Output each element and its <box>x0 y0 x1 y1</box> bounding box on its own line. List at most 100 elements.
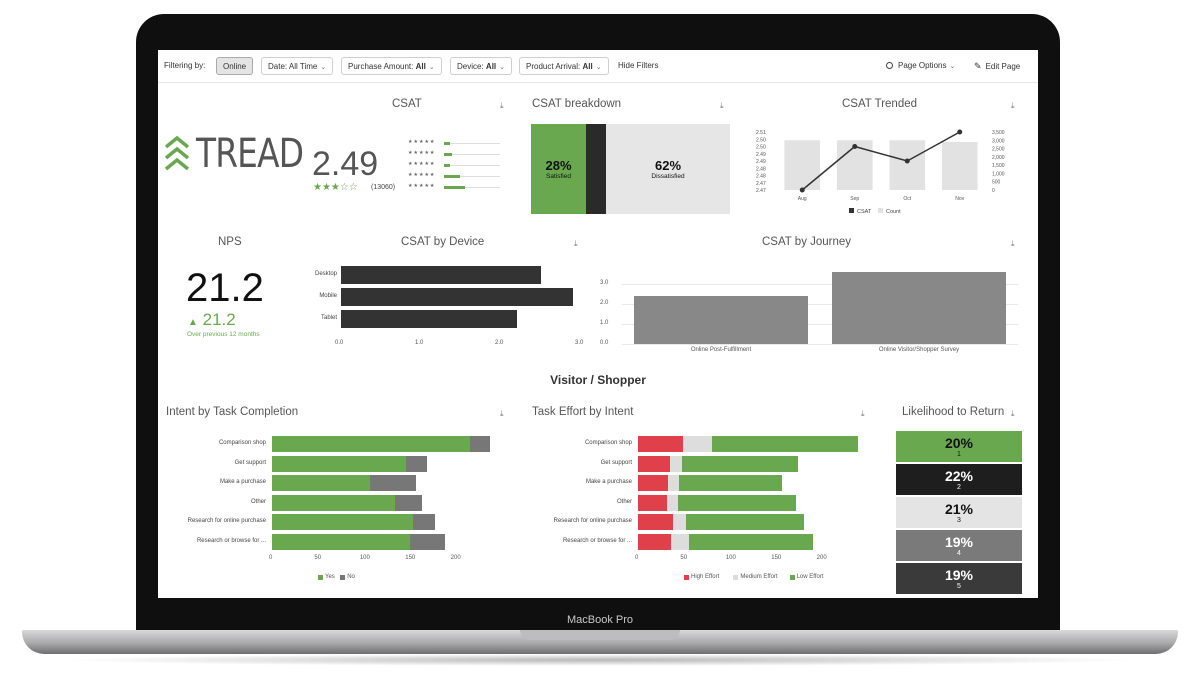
effort-label: Research or browse for ... <box>562 537 632 544</box>
dissatisfied-label: Dissatisfied <box>651 173 685 180</box>
intent-label: Other <box>250 498 266 505</box>
download-icon[interactable]: ⤓ <box>1011 239 1015 248</box>
effort-segment <box>669 455 682 472</box>
intent-segment <box>272 475 371 491</box>
filter-bar: Filtering by: Online Date: All Time ⌄ Pur… <box>158 50 1038 83</box>
legend-swatch <box>318 575 323 580</box>
rating-stars-icon: ★★★★★ <box>408 139 436 145</box>
nps-change: ▲ 21.2 <box>188 310 236 330</box>
hide-filters-link[interactable]: Hide Filters <box>618 61 659 70</box>
csat-trended-title: CSAT Trended <box>842 98 918 110</box>
effort-segment <box>638 533 671 550</box>
x-tick: Oct <box>903 196 911 202</box>
rating-fill <box>444 164 450 167</box>
legend-label-count: Count <box>886 209 901 215</box>
likelihood-pct: 21% <box>944 501 974 517</box>
section-title: Visitor / Shopper <box>550 373 646 387</box>
effort-label: Comparison shop <box>584 440 632 446</box>
right-tick: 3,000 <box>992 138 1005 144</box>
intent-segment <box>370 475 416 491</box>
csat-line <box>801 131 961 191</box>
effort-segment <box>688 533 814 550</box>
rating-track <box>444 143 500 144</box>
rating-fill <box>444 153 452 156</box>
right-tick: 1,000 <box>992 171 1005 177</box>
left-tick: 2.49 <box>756 152 766 158</box>
x-tick: 2.0 <box>495 340 504 346</box>
filter-arrival-name: Product Arrival: <box>526 62 581 71</box>
rating-row: ★★★★★ <box>408 183 503 192</box>
download-icon[interactable]: ⤓ <box>500 101 504 110</box>
intent-segment <box>272 436 471 452</box>
rating-fill <box>444 175 460 178</box>
x-tick: 50 <box>314 555 322 561</box>
effort-segment <box>677 494 797 511</box>
likelihood-pct: 19% <box>944 567 974 583</box>
download-icon[interactable]: ⤓ <box>1011 409 1015 418</box>
logo-text: TREAD <box>196 131 304 177</box>
download-icon[interactable]: ⤓ <box>574 239 578 248</box>
chevron-down-icon: ⌄ <box>499 64 506 71</box>
csat-point <box>904 158 910 164</box>
likelihood-rank: 5 <box>957 583 961 590</box>
x-tick: 200 <box>816 555 827 561</box>
filter-online-chip[interactable]: Online <box>216 57 254 75</box>
csat-point <box>799 187 805 193</box>
effort-segment <box>638 455 670 472</box>
left-tick: 2.49 <box>756 159 766 165</box>
left-tick: 2.47 <box>756 181 766 187</box>
filter-purchase-chip[interactable]: Purchase Amount: All ⌄ <box>341 57 442 75</box>
page-options-button[interactable]: Page Options ⌄ <box>886 57 955 75</box>
effort-segment <box>712 436 858 452</box>
download-icon[interactable]: ⤓ <box>720 101 724 110</box>
edit-page-label: Edit Page <box>985 62 1021 71</box>
right-tick: 0 <box>992 188 995 194</box>
filter-label: Filtering by: <box>164 61 206 70</box>
x-tick: 1.0 <box>415 340 424 346</box>
legend-label: Medium Effort <box>740 574 778 580</box>
filter-device-chip[interactable]: Device: All ⌄ <box>450 57 513 75</box>
edit-page-button[interactable]: ✎ Edit Page <box>974 57 1020 75</box>
effort-label: Research for online purchase <box>553 518 632 524</box>
chevron-down-icon: ⌄ <box>320 64 327 71</box>
intent-task-title: Intent by Task Completion <box>166 406 299 418</box>
download-icon[interactable]: ⤓ <box>1011 101 1015 110</box>
download-icon[interactable]: ⤓ <box>861 409 865 418</box>
device-label: Tablet <box>320 315 337 321</box>
rating-track <box>444 154 500 155</box>
rating-stars-icon: ★★★★★ <box>408 172 436 178</box>
effort-label: Get support <box>600 459 632 466</box>
count-bar <box>941 141 978 190</box>
left-tick: 2.50 <box>756 145 766 151</box>
filter-date-value: All Time <box>288 62 318 71</box>
arrow-up-icon: ▲ <box>188 317 198 328</box>
filter-arrival-chip[interactable]: Product Arrival: All ⌄ <box>519 57 609 75</box>
likelihood-rank: 2 <box>957 484 961 491</box>
likelihood-box: 20% 1 <box>896 431 1022 462</box>
nps-change-label: Over previous 12 months <box>187 331 260 338</box>
likelihood-box: 22% 2 <box>896 464 1022 495</box>
laptop-shadow <box>60 654 1140 666</box>
rating-track <box>444 176 500 177</box>
x-tick: 50 <box>680 555 688 561</box>
legend-swatch <box>789 575 795 580</box>
filter-device-name: Device: <box>457 62 484 71</box>
device-label: Mobile <box>319 293 337 299</box>
satisfied-pct: 28% <box>545 158 572 173</box>
likelihood-pct: 22% <box>944 468 974 484</box>
csat-point <box>957 129 963 135</box>
intent-label: Research for online purchase <box>187 518 266 524</box>
right-tick: 1,500 <box>992 163 1005 169</box>
filter-date-chip[interactable]: Date: All Time ⌄ <box>261 57 334 75</box>
csat-device-title: CSAT by Device <box>401 236 485 248</box>
legend-swatch <box>340 575 346 580</box>
legend-swatch-csat <box>849 208 854 213</box>
x-tick: Nov <box>955 196 964 202</box>
x-tick: Aug <box>798 196 807 202</box>
likelihood-box: 19% 5 <box>896 563 1022 594</box>
left-tick: 2.48 <box>756 166 766 172</box>
x-tick: 3.0 <box>575 340 584 346</box>
download-icon[interactable]: ⤓ <box>500 409 504 418</box>
effort-segment <box>638 436 684 452</box>
csat-score: 2.49 <box>312 145 379 183</box>
